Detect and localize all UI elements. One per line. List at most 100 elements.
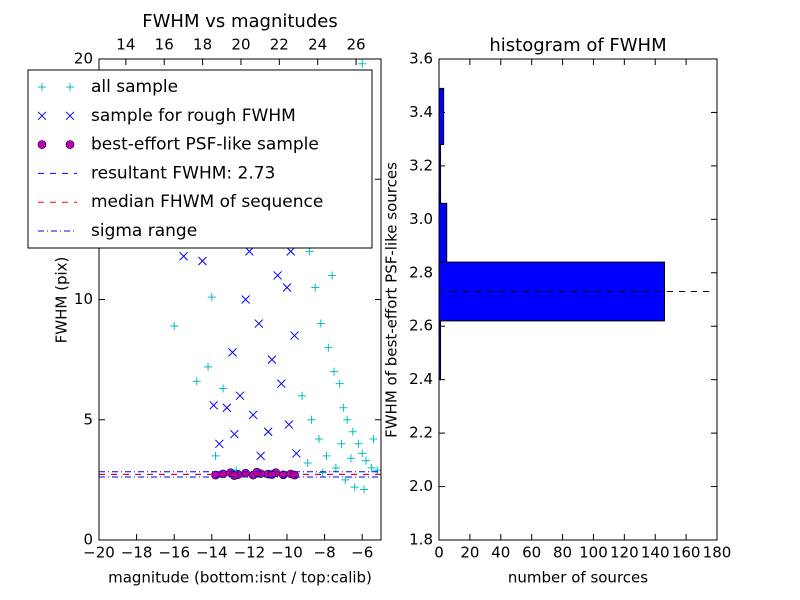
y-tick-label: 10	[74, 290, 93, 308]
frame	[438, 58, 718, 541]
point	[192, 377, 201, 386]
chart-title: histogram of FWHM	[489, 35, 666, 56]
point	[339, 403, 348, 412]
x-tick-label: 80	[553, 544, 572, 562]
y-tick-label: 0	[83, 531, 93, 549]
legend-marker	[65, 140, 75, 149]
y-tick-label: 3.6	[409, 50, 433, 68]
legend-marker	[65, 111, 75, 121]
point	[170, 321, 179, 330]
point	[292, 449, 301, 458]
point	[328, 271, 337, 280]
y-axis-label: FWHM (pix)	[53, 257, 71, 344]
y-tick-label: 3.4	[409, 103, 433, 121]
point	[209, 400, 219, 410]
point	[324, 343, 333, 352]
point	[211, 470, 220, 480]
point	[331, 463, 340, 472]
x-tick-label: 180	[703, 544, 732, 562]
y-tick-label: 5	[83, 410, 93, 428]
point	[290, 470, 299, 480]
point	[311, 283, 320, 292]
point	[360, 485, 369, 494]
point	[335, 379, 344, 388]
x-tick-label: 20	[460, 544, 479, 562]
x2-tick-label: 22	[270, 36, 289, 54]
y-tick-label: 1.8	[409, 531, 433, 549]
x2-tick-label: 20	[231, 36, 250, 54]
x-tick-label: −20	[83, 544, 115, 562]
point	[343, 415, 352, 424]
point	[245, 247, 254, 256]
x2-tick-label: 16	[155, 36, 174, 54]
x-tick-label: 60	[522, 544, 541, 562]
point	[241, 468, 250, 478]
point	[204, 362, 213, 371]
point	[235, 391, 245, 401]
frame	[98, 58, 382, 541]
point	[369, 434, 378, 443]
x-axis-label: magnitude (bottom:isnt / top:calib)	[108, 569, 372, 587]
point	[228, 348, 237, 357]
legend-label: median FHWM of sequence	[91, 192, 323, 212]
point	[337, 439, 346, 448]
legend-marker	[37, 140, 47, 149]
bar	[438, 87, 445, 146]
point	[354, 439, 363, 448]
y-tick-label: 3.2	[409, 156, 433, 174]
point	[341, 475, 350, 484]
x-tick-label: −16	[158, 544, 190, 562]
point	[198, 256, 207, 266]
point	[207, 293, 216, 302]
chart-title: FWHM vs magnitudes	[142, 11, 337, 32]
y-tick-label: 2.0	[409, 477, 433, 495]
legend-label: sigma range	[91, 221, 197, 241]
x-tick-label: 140	[641, 544, 670, 562]
point	[230, 471, 239, 480]
point	[298, 391, 307, 400]
y-tick-label: 2.4	[409, 370, 433, 388]
x-tick-label: 40	[491, 544, 510, 562]
point	[267, 355, 277, 364]
bar	[438, 202, 448, 263]
legend-label: resultant FWHM: 2.73	[91, 163, 275, 183]
point	[256, 451, 266, 461]
point	[230, 429, 239, 439]
x2-tick-label: 24	[308, 36, 327, 54]
point	[358, 449, 367, 458]
point	[222, 403, 232, 413]
point	[358, 59, 367, 68]
x-tick-label: −18	[121, 544, 153, 562]
point	[263, 427, 273, 437]
x-tick-label: −10	[271, 544, 303, 562]
legend-marker	[37, 111, 47, 121]
point	[373, 466, 381, 475]
x-axis-label: number of sources	[508, 569, 648, 587]
point	[361, 456, 370, 465]
point	[322, 451, 331, 460]
x2-tick-label: 14	[116, 36, 135, 54]
x-tick-label: −12	[234, 544, 266, 562]
point	[307, 415, 316, 424]
y-tick-label: 2.6	[409, 317, 433, 335]
point	[286, 247, 296, 256]
x-tick-label: −14	[196, 544, 228, 562]
point	[214, 439, 224, 449]
legend-label: best-effort PSF-like sample	[91, 135, 319, 155]
point	[305, 247, 314, 256]
point	[318, 468, 327, 477]
y-tick-label: 20	[74, 50, 93, 68]
point	[316, 319, 325, 328]
x2-tick-label: 18	[193, 36, 212, 54]
plot-group	[99, 59, 381, 494]
point	[367, 463, 376, 472]
y-tick-label: 2.2	[409, 424, 433, 442]
legend-label: sample for rough FWHM	[91, 106, 296, 126]
point	[211, 451, 220, 460]
point	[350, 483, 359, 492]
point	[330, 367, 338, 376]
x-tick-label: 160	[672, 544, 701, 562]
point	[241, 295, 250, 304]
legend-box	[27, 69, 373, 249]
